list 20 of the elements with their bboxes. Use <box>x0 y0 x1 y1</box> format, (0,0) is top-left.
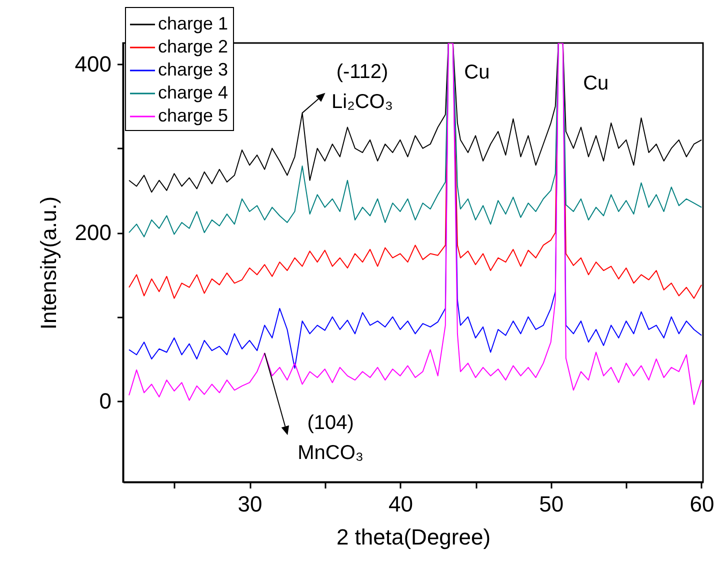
x-tick-label: 40 <box>388 492 413 516</box>
legend-label: charge 3 <box>158 60 228 80</box>
annotation: (104) <box>307 412 354 434</box>
annotation: MnCO₃ <box>298 442 364 464</box>
legend-label: charge 4 <box>158 82 228 102</box>
legend-label: charge 2 <box>158 36 228 56</box>
x-tick-label: 50 <box>539 492 564 516</box>
x-tick-label: 60 <box>690 492 714 516</box>
annotation: Cu <box>464 61 490 84</box>
legend-label: charge 5 <box>158 106 228 126</box>
y-tick-label: 200 <box>74 220 112 246</box>
annotation: Cu <box>583 72 609 94</box>
annotation: (-112) <box>336 60 388 83</box>
y-tick-label: 400 <box>74 52 112 77</box>
x-tick-label: 30 <box>238 492 262 516</box>
y-axis-title: Intensity(a.u.) <box>36 196 61 330</box>
legend-label: charge 1 <box>158 14 228 34</box>
annotation: Li₂CO₃ <box>332 90 394 113</box>
x-axis-title: 2 theta(Degree) <box>336 524 491 550</box>
y-tick-label: 0 <box>99 388 112 414</box>
